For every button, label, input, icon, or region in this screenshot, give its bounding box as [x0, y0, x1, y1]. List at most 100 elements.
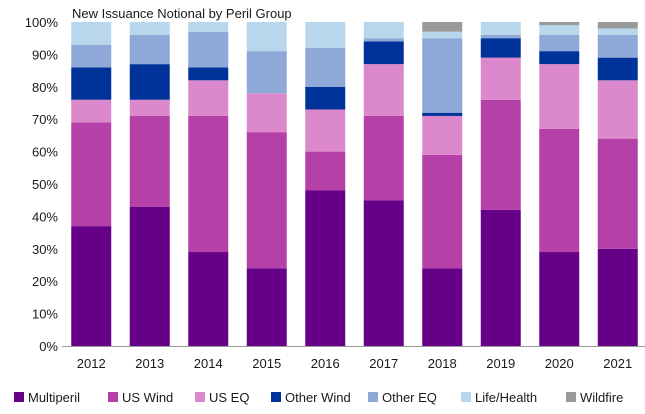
- bar-segment: [246, 51, 287, 94]
- bar-segment: [363, 64, 404, 116]
- bar-segment: [597, 34, 638, 58]
- legend-label: Life/Health: [475, 390, 537, 405]
- x-tick-label: 2017: [369, 356, 398, 371]
- legend-swatch: [271, 392, 281, 402]
- bar-segment: [363, 38, 404, 42]
- bar-segment: [129, 99, 170, 116]
- y-tick-label: 20%: [32, 274, 58, 289]
- bar-segment: [129, 115, 170, 207]
- bar-segment: [363, 200, 404, 346]
- y-tick-label: 30%: [32, 242, 58, 257]
- bar-segment: [539, 22, 580, 26]
- bar-segment: [480, 22, 521, 35]
- bar-segment: [422, 31, 463, 39]
- legend-label: Other EQ: [382, 390, 437, 405]
- bar-segment: [71, 67, 112, 100]
- chart-title: New Issuance Notional by Peril Group: [72, 6, 292, 21]
- legend-item: Life/Health: [461, 390, 537, 405]
- bar-segment: [597, 28, 638, 35]
- y-tick-label: 80%: [32, 80, 58, 95]
- x-tick-label: 2019: [486, 356, 515, 371]
- bar-segment: [188, 80, 229, 116]
- legend-item: US EQ: [195, 390, 249, 405]
- y-tick-label: 100%: [25, 15, 59, 30]
- bar-segment: [188, 22, 229, 32]
- y-tick-label: 70%: [32, 112, 58, 127]
- legend-label: US Wind: [122, 390, 173, 405]
- y-tick-label: 40%: [32, 209, 58, 224]
- legend-swatch: [461, 392, 471, 402]
- bar-segment: [480, 34, 521, 39]
- bar-segment: [422, 38, 463, 113]
- legend-label: US EQ: [209, 390, 249, 405]
- legend-item: Multiperil: [14, 390, 80, 405]
- x-axis: 2012 2013 2014 2015 2016 2017 2018 2019 2020 2021: [62, 346, 645, 371]
- legend-swatch: [14, 392, 24, 402]
- bar-segment: [188, 115, 229, 253]
- bar-segment: [129, 22, 170, 35]
- bar-segment: [539, 34, 580, 52]
- x-tick-label: 2016: [311, 356, 340, 371]
- bar-segment: [305, 190, 346, 346]
- bar-segment: [71, 226, 112, 346]
- legend-label: Multiperil: [28, 390, 80, 405]
- x-tick-label: 2015: [252, 356, 281, 371]
- bar-segment: [539, 51, 580, 65]
- bar-segment: [597, 57, 638, 81]
- y-axis: 0% 10% 20% 30% 40% 50% 60% 70% 80% 90% 100%: [25, 15, 59, 354]
- bar-segment: [422, 22, 463, 32]
- bar-segment: [71, 99, 112, 123]
- legend: Multiperil US Wind US EQ Other Wind Other EQ…: [14, 390, 623, 405]
- bar-segment: [305, 86, 346, 110]
- bar-segment: [305, 151, 346, 191]
- bar-segment: [305, 47, 346, 87]
- legend-label: Wildfire: [580, 390, 623, 405]
- legend-item: Other EQ: [368, 390, 437, 405]
- legend-item: Other Wind: [271, 390, 351, 405]
- bar-segment: [129, 34, 170, 65]
- bar-segment: [188, 31, 229, 68]
- legend-swatch: [368, 392, 378, 402]
- x-tick-label: 2014: [194, 356, 223, 371]
- bar-segment: [363, 22, 404, 39]
- legend-item: US Wind: [108, 390, 173, 405]
- bar-segment: [422, 154, 463, 269]
- bar-segment: [597, 22, 638, 29]
- bar-segment: [480, 57, 521, 100]
- bar-segment: [305, 109, 346, 152]
- x-tick-label: 2013: [135, 356, 164, 371]
- bar-segment: [597, 80, 638, 139]
- bar-segment: [539, 252, 580, 346]
- bar-segment: [539, 64, 580, 129]
- y-tick-label: 10%: [32, 307, 58, 322]
- y-tick-label: 50%: [32, 177, 58, 192]
- bar-segment: [597, 248, 638, 346]
- legend-swatch: [108, 392, 118, 402]
- bar-segment: [597, 138, 638, 249]
- bar-segment: [188, 252, 229, 346]
- bar-segment: [363, 115, 404, 201]
- bar-segment: [246, 268, 287, 346]
- x-tick-label: 2018: [428, 356, 457, 371]
- y-tick-label: 60%: [32, 145, 58, 160]
- bars: [71, 22, 638, 346]
- legend-label: Other Wind: [285, 390, 351, 405]
- bar-segment: [539, 128, 580, 253]
- bar-segment: [188, 67, 229, 81]
- bar-segment: [480, 38, 521, 58]
- bar-segment: [71, 22, 112, 45]
- bar-segment: [480, 99, 521, 210]
- bar-segment: [129, 206, 170, 346]
- bar-segment: [246, 93, 287, 133]
- legend-item: Wildfire: [566, 390, 623, 405]
- legend-swatch: [566, 392, 576, 402]
- bar-segment: [539, 25, 580, 35]
- bar-segment: [129, 64, 170, 100]
- bar-segment: [422, 112, 463, 116]
- bar-segment: [71, 122, 112, 227]
- bar-segment: [71, 44, 112, 68]
- bar-segment: [363, 41, 404, 65]
- y-tick-label: 0%: [39, 339, 58, 354]
- x-tick-label: 2020: [545, 356, 574, 371]
